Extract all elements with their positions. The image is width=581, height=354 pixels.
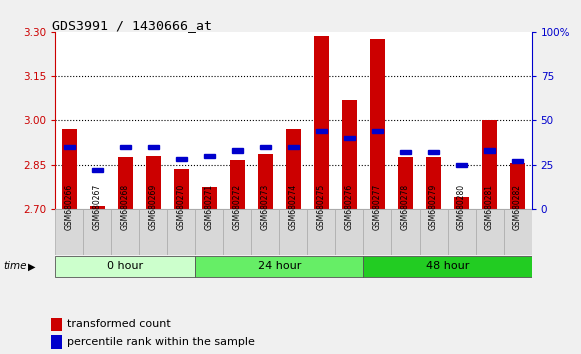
- Bar: [400, 150, 411, 154]
- Bar: [174, 169, 189, 209]
- Bar: [117, 157, 133, 209]
- Text: GSM680277: GSM680277: [373, 183, 382, 230]
- Bar: [64, 145, 74, 149]
- Bar: [316, 129, 327, 133]
- Bar: [146, 156, 161, 209]
- Text: GSM680268: GSM680268: [121, 183, 130, 230]
- Bar: [167, 209, 195, 255]
- Text: GSM680281: GSM680281: [485, 184, 494, 230]
- Bar: [55, 209, 83, 255]
- Bar: [370, 39, 385, 209]
- Bar: [344, 136, 355, 140]
- Bar: [286, 129, 301, 209]
- Bar: [232, 148, 243, 153]
- Text: GSM680275: GSM680275: [317, 183, 326, 230]
- Bar: [482, 120, 497, 209]
- Text: ▶: ▶: [28, 261, 35, 272]
- Bar: [364, 209, 392, 255]
- Bar: [195, 209, 223, 255]
- Bar: [83, 209, 111, 255]
- Bar: [176, 157, 187, 161]
- Text: GSM680278: GSM680278: [401, 183, 410, 230]
- Text: 24 hour: 24 hour: [258, 261, 301, 272]
- Bar: [111, 209, 139, 255]
- Text: time: time: [3, 261, 26, 272]
- Text: GSM680274: GSM680274: [289, 183, 298, 230]
- Bar: [335, 209, 364, 255]
- Bar: [204, 154, 214, 158]
- Bar: [428, 150, 439, 154]
- Bar: [504, 209, 532, 255]
- Bar: [447, 209, 476, 255]
- Bar: [258, 154, 273, 209]
- Bar: [510, 163, 525, 209]
- Text: GSM680276: GSM680276: [345, 183, 354, 230]
- Bar: [476, 209, 504, 255]
- Bar: [307, 209, 335, 255]
- Text: GSM680280: GSM680280: [457, 183, 466, 230]
- Text: GSM680271: GSM680271: [205, 183, 214, 230]
- Bar: [92, 168, 103, 172]
- Bar: [89, 206, 105, 209]
- Text: GSM680273: GSM680273: [261, 183, 270, 230]
- Bar: [229, 160, 245, 209]
- Bar: [51, 335, 62, 349]
- Text: GSM680279: GSM680279: [429, 183, 438, 230]
- Text: 48 hour: 48 hour: [426, 261, 469, 272]
- Bar: [364, 256, 532, 277]
- Text: GSM680269: GSM680269: [149, 183, 158, 230]
- Text: GSM680270: GSM680270: [177, 183, 186, 230]
- Bar: [484, 148, 495, 153]
- Bar: [342, 100, 357, 209]
- Bar: [260, 145, 271, 149]
- Text: GSM680272: GSM680272: [233, 183, 242, 230]
- Bar: [202, 187, 217, 209]
- Text: percentile rank within the sample: percentile rank within the sample: [67, 337, 254, 347]
- Bar: [419, 209, 447, 255]
- Bar: [426, 157, 441, 209]
- Text: 0 hour: 0 hour: [107, 261, 144, 272]
- Bar: [139, 209, 167, 255]
- Text: transformed count: transformed count: [67, 319, 171, 329]
- Bar: [55, 256, 195, 277]
- Bar: [148, 145, 159, 149]
- Bar: [392, 209, 419, 255]
- Bar: [512, 159, 523, 163]
- Text: GSM680282: GSM680282: [513, 184, 522, 230]
- Bar: [279, 209, 307, 255]
- Bar: [223, 209, 252, 255]
- Text: GSM680266: GSM680266: [64, 183, 74, 230]
- Text: GDS3991 / 1430666_at: GDS3991 / 1430666_at: [52, 19, 212, 33]
- Bar: [398, 157, 413, 209]
- Bar: [62, 129, 77, 209]
- Bar: [120, 145, 131, 149]
- Bar: [288, 145, 299, 149]
- Bar: [372, 129, 383, 133]
- Bar: [454, 197, 469, 209]
- Bar: [195, 256, 364, 277]
- Text: GSM680267: GSM680267: [93, 183, 102, 230]
- Bar: [456, 162, 467, 167]
- Bar: [51, 318, 62, 331]
- Bar: [252, 209, 279, 255]
- Bar: [314, 36, 329, 209]
